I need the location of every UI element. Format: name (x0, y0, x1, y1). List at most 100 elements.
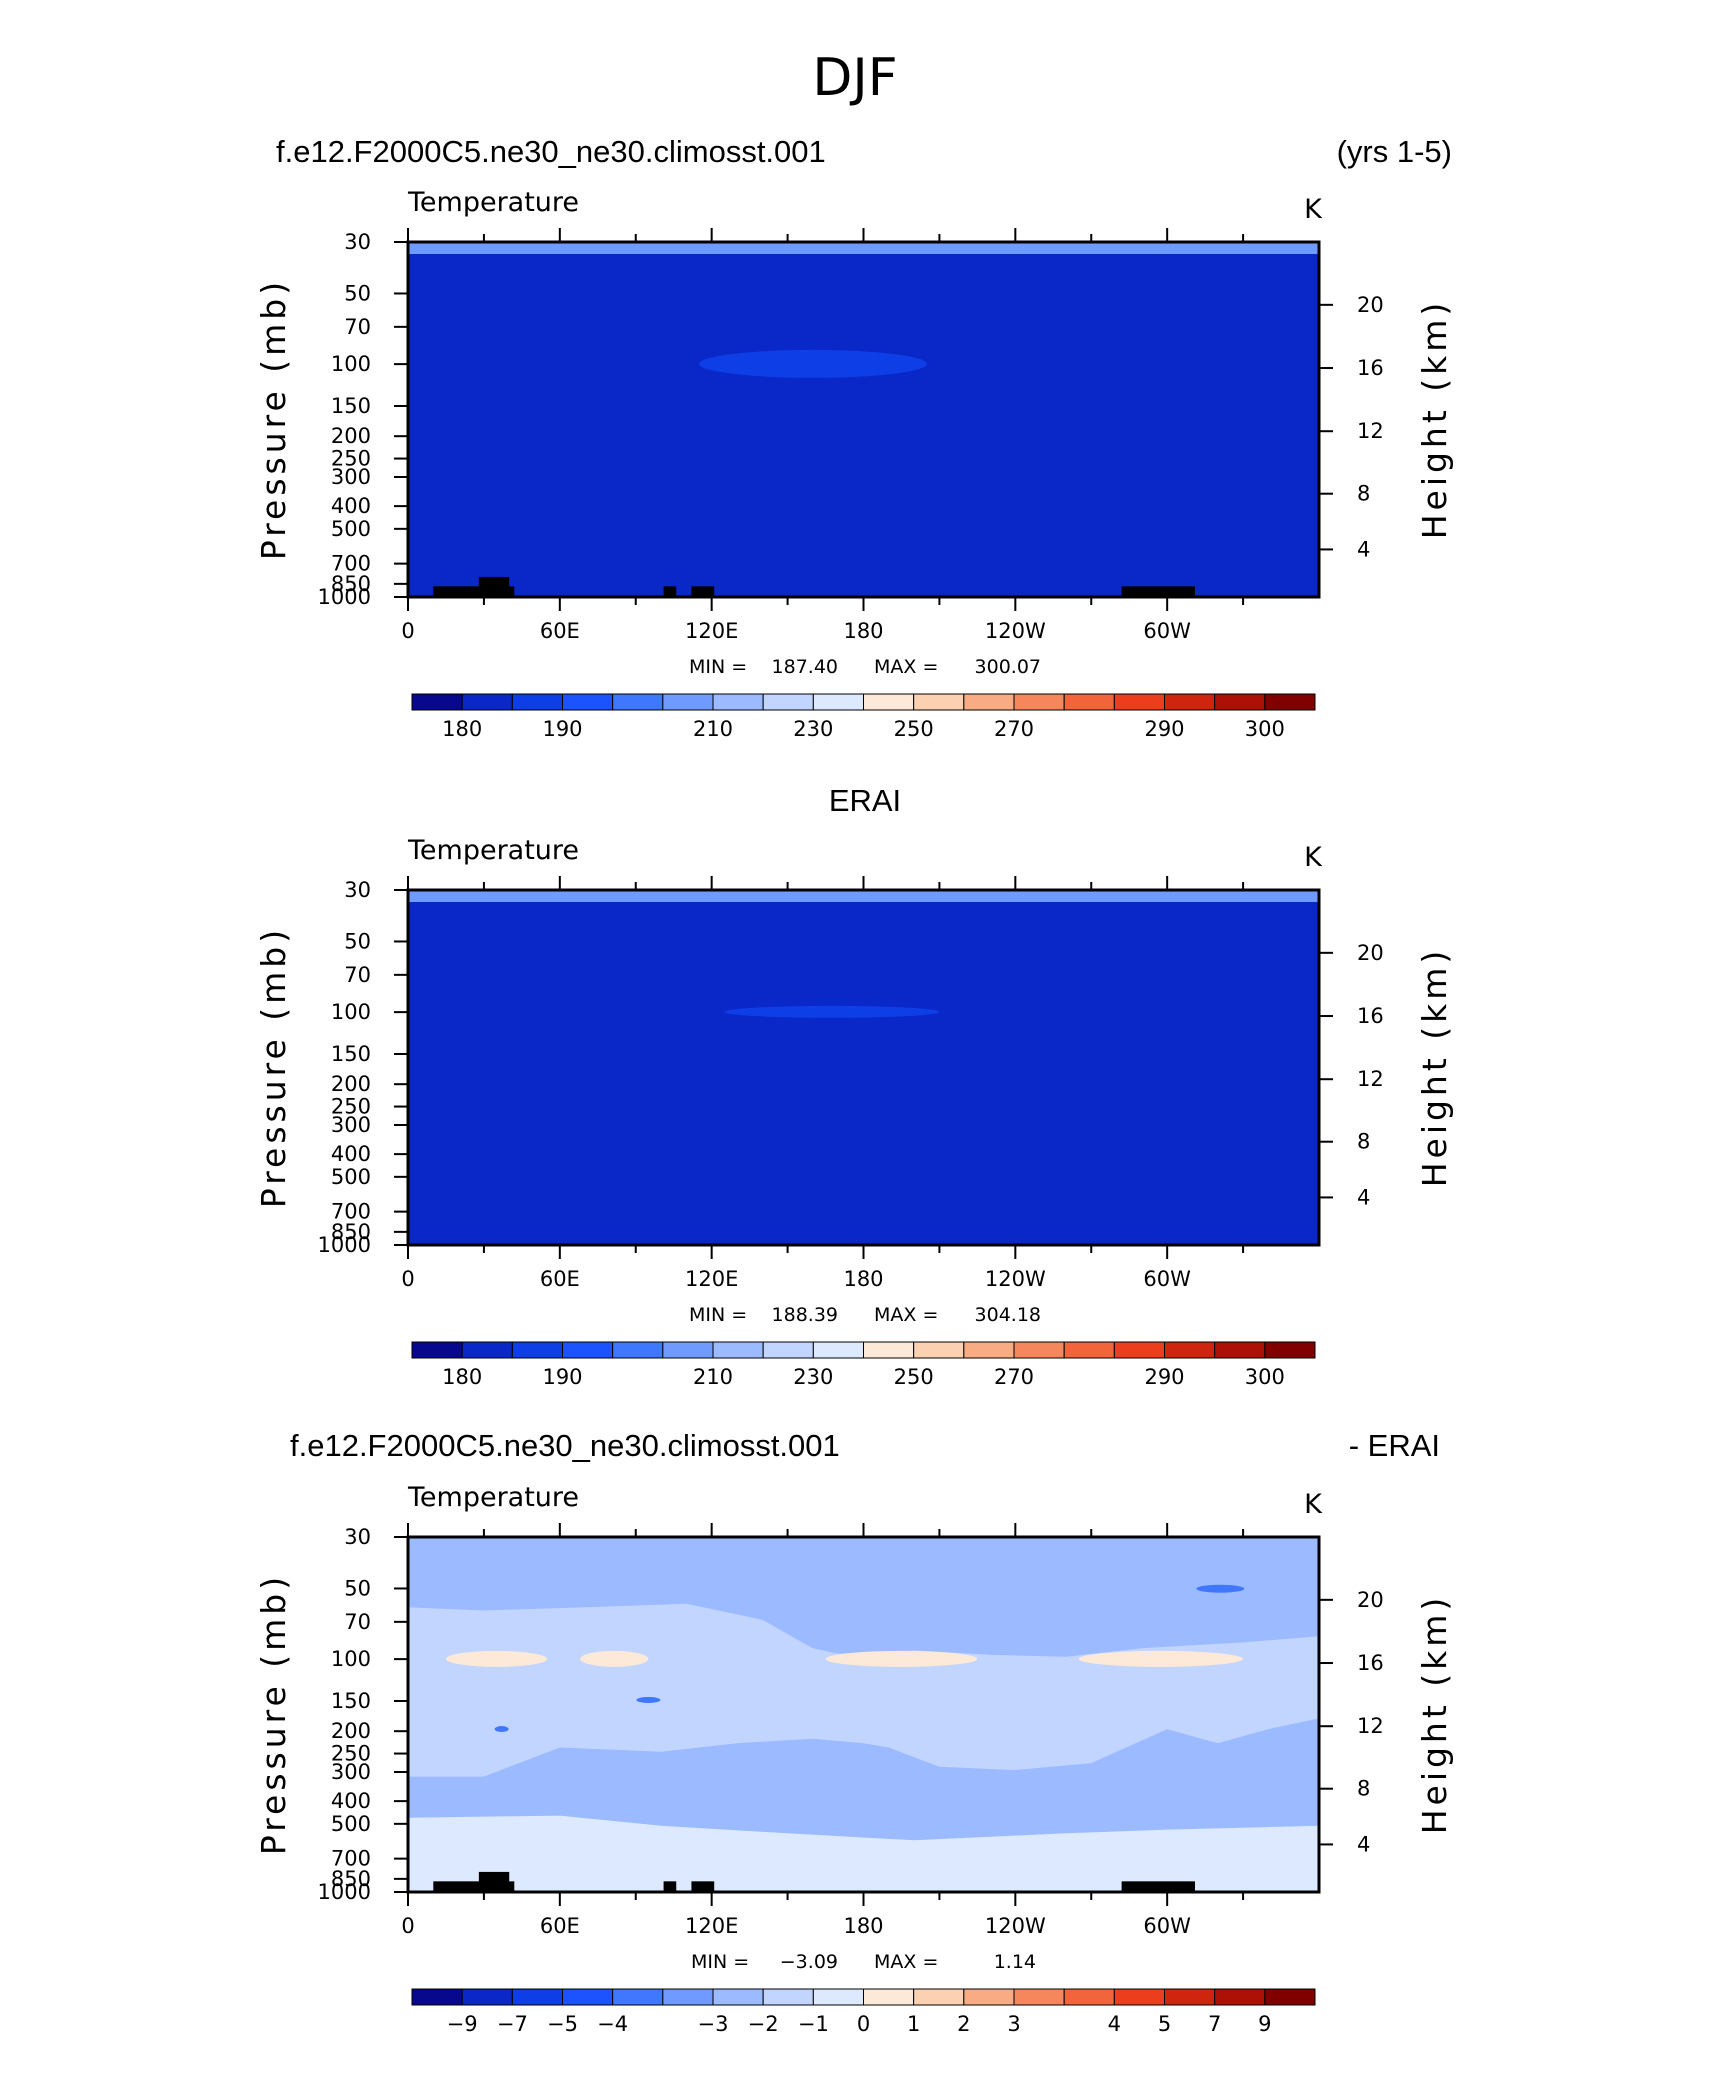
y-tick-label: 500 (331, 1165, 371, 1189)
colorbar-label: 1 (907, 2012, 920, 2036)
x-tick-label: 60E (540, 1914, 580, 1938)
panel-difference: f.e12.F2000C5.ne30_ne30.climosst.001 - E… (254, 1428, 1454, 2036)
colorbar-box (662, 693, 714, 711)
y-tick-label: 100 (331, 1000, 371, 1024)
colorbar-box (712, 693, 764, 711)
y-tick-label: 30 (344, 1525, 371, 1549)
x-tick-label: 180 (843, 1914, 883, 1938)
contour-plot (408, 242, 1319, 597)
y-tick-label: 1000 (318, 1880, 371, 1904)
y-right-tick-label: 16 (1357, 1651, 1384, 1675)
colorbar: −9 −7 −5 −4 −3 −2 −1 0 1 2 3 4 5 7 9 (411, 1988, 1316, 2036)
positive-anomaly (580, 1650, 649, 1667)
colorbar-box (1264, 693, 1316, 711)
y-right-tick-label: 20 (1357, 1588, 1384, 1612)
y-tick-label: 150 (331, 1042, 371, 1066)
colorbar-box (1264, 1341, 1316, 1359)
colorbar-box (511, 693, 563, 711)
colorbar-box (963, 1988, 1015, 2006)
units-label: K (1304, 842, 1323, 873)
colorbar-box (913, 1988, 965, 2006)
colorbar-box (1013, 693, 1065, 711)
colorbar-box (913, 693, 965, 711)
colorbar-box (461, 1988, 513, 2006)
contour-band (408, 890, 1319, 1245)
y-right-tick-label: 16 (1357, 1004, 1384, 1028)
y-tick-label: 700 (331, 1847, 371, 1871)
min-value: 187.40 (772, 656, 838, 678)
y-right-tick-label: 20 (1357, 293, 1384, 317)
x-tick-label: 120W (985, 1267, 1046, 1291)
colorbar-box (612, 1341, 664, 1359)
topography (691, 1881, 715, 1892)
colorbar: 180 190 210 230 250 270 290 300 (411, 1341, 1316, 1389)
colorbar-label: 230 (793, 717, 833, 741)
units-label: K (1304, 194, 1323, 225)
colorbar-box (762, 1341, 814, 1359)
y-right-tick-label: 20 (1357, 941, 1384, 965)
colorbar-box (562, 693, 614, 711)
topography (691, 586, 715, 597)
colorbar-box (863, 1341, 915, 1359)
y-tick-label: 30 (344, 878, 371, 902)
colorbar-box (1264, 1988, 1316, 2006)
x-tick-label: 60E (540, 1267, 580, 1291)
y-right-tick-label: 12 (1357, 1067, 1384, 1091)
colorbar-label: 270 (994, 717, 1034, 741)
colorbar-box (562, 1988, 614, 2006)
colorbar-box (762, 693, 814, 711)
x-tick-label: 120E (685, 1267, 738, 1291)
y-tick-label: 850 (331, 1867, 371, 1891)
cold-core (699, 349, 927, 378)
y-right-tick-label: 8 (1357, 1130, 1370, 1154)
colorbar-box (1063, 1988, 1115, 2006)
y-tick-label: 150 (331, 1689, 371, 1713)
y-tick-label: 700 (331, 552, 371, 576)
panel-right-header: - ERAI (1349, 1428, 1440, 1463)
colorbar-box (1164, 693, 1216, 711)
y-tick-label: 500 (331, 517, 371, 541)
y-tick-label: 850 (331, 572, 371, 596)
colorbar-box (662, 1341, 714, 1359)
y-tick-label: 200 (331, 1719, 371, 1743)
max-label: MAX = (874, 1304, 938, 1326)
colorbar-label: 0 (857, 2012, 870, 2036)
negative-anomaly (494, 1726, 509, 1733)
colorbar-label: 190 (542, 717, 582, 741)
y-tick-label: 300 (331, 465, 371, 489)
variable-name: Temperature (407, 1482, 579, 1513)
colorbar-box (411, 1988, 463, 2006)
x-tick-label: 0 (401, 1267, 414, 1291)
colorbar-label: 250 (894, 1365, 934, 1389)
contour-plot (408, 1537, 1319, 1892)
colorbar-box (411, 693, 463, 711)
colorbar-box (511, 1341, 563, 1359)
colorbar-label: 180 (442, 1365, 482, 1389)
contour-band (408, 242, 1319, 597)
colorbar-box (1013, 1341, 1065, 1359)
y-right-tick-label: 8 (1357, 482, 1370, 506)
y-axis-right-label: Height (km) (1415, 1594, 1454, 1835)
topography (1121, 1881, 1196, 1892)
max-label: MAX = (874, 656, 938, 678)
colorbar-label: 2 (957, 2012, 970, 2036)
colorbar-box (612, 693, 664, 711)
topography (478, 576, 510, 597)
contour-band (408, 1815, 1319, 1892)
y-axis-right-label: Height (km) (1415, 299, 1454, 540)
colorbar-label: 230 (793, 1365, 833, 1389)
colorbar-box (1063, 1341, 1115, 1359)
y-tick-label: 150 (331, 394, 371, 418)
topography (663, 586, 677, 597)
y-right-tick-label: 12 (1357, 419, 1384, 443)
colorbar-label: 7 (1208, 2012, 1221, 2036)
panel-left-header: f.e12.F2000C5.ne30_ne30.climosst.001 (290, 1428, 840, 1463)
y-tick-label: 400 (331, 494, 371, 518)
x-tick-label: 60W (1143, 1267, 1191, 1291)
colorbar-box (1113, 1988, 1166, 2006)
y-tick-label: 500 (331, 1812, 371, 1836)
y-tick-label: 30 (344, 230, 371, 254)
stats-line: MIN = 188.39 MAX = 304.18 (689, 1304, 1041, 1326)
